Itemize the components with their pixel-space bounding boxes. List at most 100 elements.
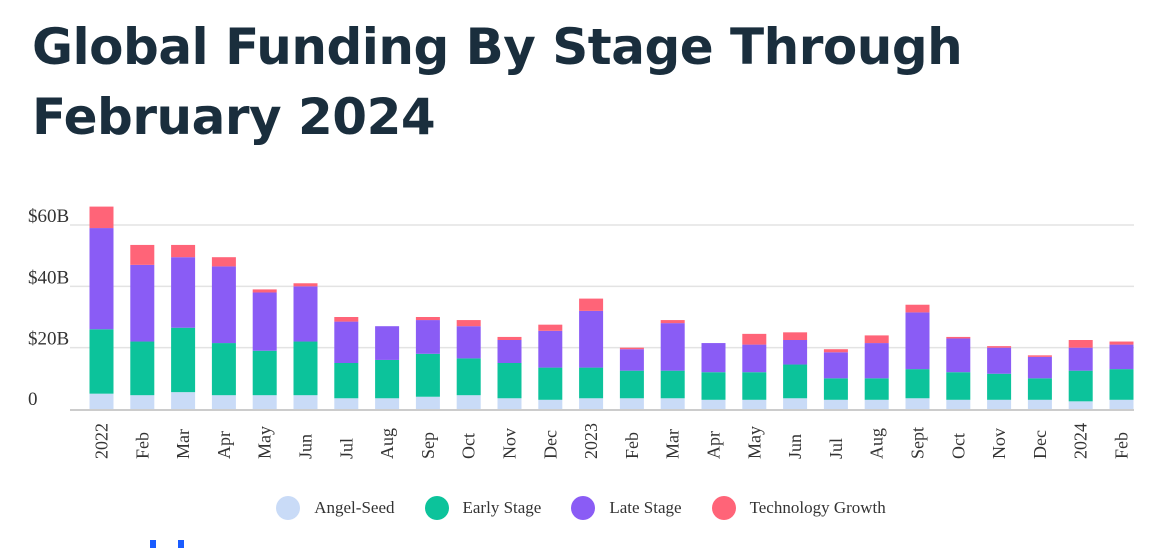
bar-segment-angel-seed: [211, 395, 236, 409]
x-tick-label: Sept: [908, 427, 928, 459]
bar-segment-early-stage: [783, 364, 808, 399]
bar-segment-early-stage: [987, 373, 1012, 400]
bar-segment-technology-growth: [293, 283, 318, 287]
legend-item[interactable]: Early Stage: [424, 496, 542, 520]
bar-segment-angel-seed: [823, 399, 848, 409]
bar-segment-early-stage: [864, 378, 889, 400]
bar-segment-early-stage: [946, 372, 971, 400]
bar-segment-angel-seed: [701, 399, 726, 409]
bar-segment-technology-growth: [497, 336, 522, 340]
bar-segment-angel-seed: [987, 399, 1012, 409]
bar-segment-late-stage: [823, 352, 848, 379]
bar-segment-early-stage: [211, 343, 236, 396]
bar-segment-technology-growth: [660, 320, 685, 324]
bar-segment-early-stage: [375, 359, 400, 399]
legend-item[interactable]: Late Stage: [571, 496, 682, 520]
x-tick-label: Feb: [622, 432, 642, 459]
bar-segment-late-stage: [538, 330, 563, 368]
legend-label: Angel-Seed: [314, 498, 395, 517]
bar-segment-angel-seed: [538, 399, 563, 409]
bar-segment-late-stage: [1109, 344, 1134, 370]
bar-segment-angel-seed: [905, 398, 930, 409]
bar-segment-technology-growth: [538, 324, 563, 331]
bar-segment-late-stage: [211, 266, 236, 344]
x-tick-label: Oct: [459, 433, 479, 459]
bar-segment-early-stage: [742, 372, 767, 400]
bar-segment-technology-growth: [89, 206, 114, 229]
x-tick-label: Feb: [1112, 432, 1132, 459]
bar-segment-angel-seed: [130, 395, 155, 409]
x-tick-label: Nov: [989, 428, 1009, 459]
bar-segment-early-stage: [293, 341, 318, 396]
bar-segment-angel-seed: [579, 398, 604, 409]
bar-segment-early-stage: [456, 358, 481, 396]
x-tick-label: Jun: [296, 434, 316, 459]
legend-swatch: [276, 496, 301, 520]
x-tick-label: 2022: [92, 423, 112, 459]
bar-segment-late-stage: [89, 228, 114, 330]
x-tick-label: Dec: [540, 430, 560, 459]
bar-segment-angel-seed: [456, 395, 481, 409]
bar-segment-early-stage: [252, 350, 277, 396]
bar-segment-early-stage: [619, 370, 644, 399]
legend-swatch: [424, 496, 449, 520]
legend-swatch: [571, 496, 596, 520]
legend-label: Late Stage: [609, 498, 682, 517]
bar-segment-late-stage: [415, 320, 440, 354]
bar-segment-technology-growth: [742, 333, 767, 345]
bar-segment-early-stage: [171, 327, 196, 393]
bar-segment-late-stage: [701, 343, 726, 373]
bar-segment-angel-seed: [946, 399, 971, 409]
legend-label: Technology Growth: [749, 498, 886, 517]
bar-segment-angel-seed: [742, 399, 767, 409]
bar-segment-early-stage: [1027, 378, 1052, 400]
bar-segment-technology-growth: [579, 298, 604, 311]
bar-segment-angel-seed: [334, 398, 359, 409]
bar-segment-late-stage: [293, 286, 318, 342]
bar-segment-late-stage: [334, 321, 359, 363]
bar-segment-angel-seed: [171, 392, 196, 409]
bar-segment-technology-growth: [171, 244, 196, 258]
y-tick-label: $20B: [28, 329, 69, 350]
cutoff-mark: [150, 540, 156, 548]
bar-segment-late-stage: [130, 264, 155, 342]
bar-segment-angel-seed: [252, 395, 277, 409]
bar-segment-early-stage: [538, 367, 563, 400]
bar-segment-technology-growth: [783, 332, 808, 340]
bar-segment-technology-growth: [905, 304, 930, 313]
x-tick-label: Mar: [663, 429, 683, 459]
y-tick-label: $60B: [28, 206, 69, 227]
bar-segment-early-stage: [660, 370, 685, 399]
bar-segment-angel-seed: [1109, 399, 1134, 409]
legend-item[interactable]: Technology Growth: [711, 496, 886, 520]
bar-segment-early-stage: [905, 369, 930, 399]
bar-segment-late-stage: [579, 310, 604, 368]
bar-segment-late-stage: [783, 340, 808, 365]
bar-segment-technology-growth: [864, 335, 889, 344]
x-tick-label: Jul: [336, 438, 356, 459]
x-tick-label: Feb: [132, 432, 152, 459]
bar-segment-technology-growth: [130, 244, 155, 265]
x-tick-label: Apr: [704, 431, 724, 459]
bar-segment-technology-growth: [1068, 340, 1093, 348]
bar-segment-angel-seed: [415, 396, 440, 409]
bar-segment-technology-growth: [619, 347, 644, 350]
legend-label: Early Stage: [462, 498, 542, 517]
bar-segment-early-stage: [1068, 370, 1093, 402]
bar-segment-early-stage: [701, 372, 726, 400]
x-tick-label: Mar: [173, 429, 193, 459]
bar-segment-technology-growth: [946, 336, 971, 339]
x-tick-label: Sep: [418, 432, 438, 459]
bar-segment-technology-growth: [334, 317, 359, 322]
bar-segment-early-stage: [497, 363, 522, 399]
bar-segment-early-stage: [89, 329, 114, 394]
legend-item[interactable]: Angel-Seed: [276, 496, 395, 520]
x-tick-label: Jun: [785, 434, 805, 459]
bar-segment-late-stage: [252, 292, 277, 351]
x-tick-label: May: [255, 426, 275, 459]
chart-legend: Angel-Seed Early Stage Late Stage Technolog…: [0, 496, 1162, 520]
x-tick-label: Aug: [377, 428, 397, 459]
bar-segment-late-stage: [742, 344, 767, 373]
x-tick-label: Apr: [214, 431, 234, 459]
